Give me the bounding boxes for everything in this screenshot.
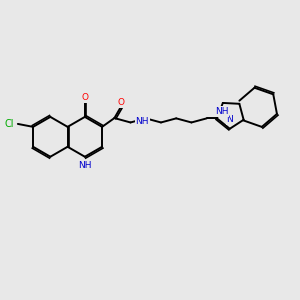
Text: Cl: Cl	[5, 119, 14, 129]
Text: N: N	[226, 115, 233, 124]
Text: O: O	[81, 93, 88, 102]
Text: NH: NH	[136, 117, 149, 126]
Text: NH: NH	[214, 107, 228, 116]
Text: O: O	[118, 98, 125, 107]
Text: NH: NH	[78, 160, 92, 169]
